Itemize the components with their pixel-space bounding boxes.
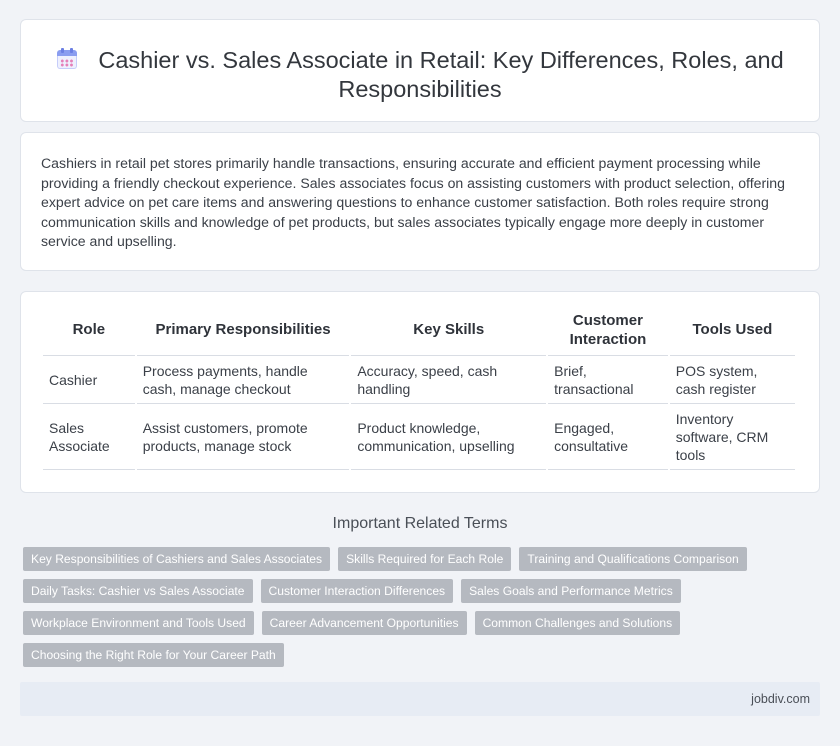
- footer: jobdiv.com: [20, 682, 820, 716]
- table-cell: Product knowledge, communication, upsell…: [351, 404, 547, 470]
- related-term-tag[interactable]: Training and Qualifications Comparison: [519, 547, 747, 571]
- related-term-tag[interactable]: Workplace Environment and Tools Used: [23, 611, 254, 635]
- page-title: Cashier vs. Sales Associate in Retail: K…: [21, 46, 819, 104]
- table-cell: Engaged, consultative: [548, 404, 668, 470]
- table-cell: Sales Associate: [43, 404, 135, 470]
- summary-text: Cashiers in retail pet stores primarily …: [41, 155, 785, 250]
- related-term-tag[interactable]: Customer Interaction Differences: [260, 579, 454, 603]
- related-term-tag[interactable]: Choosing the Right Role for Your Career …: [23, 643, 284, 667]
- related-term-tag[interactable]: Common Challenges and Solutions: [474, 611, 681, 635]
- related-terms-heading: Important Related Terms: [332, 515, 508, 532]
- comparison-table-card: Role Primary Responsibilities Key Skills…: [20, 291, 820, 493]
- related-term-tag[interactable]: Daily Tasks: Cashier vs Sales Associate: [23, 579, 253, 603]
- column-header: Role: [43, 304, 135, 356]
- summary-card: Cashiers in retail pet stores primarily …: [20, 132, 820, 271]
- column-header: Customer Interaction: [548, 304, 668, 356]
- page-title-text: Cashier vs. Sales Associate in Retail: K…: [98, 47, 784, 102]
- table-row: Cashier Process payments, handle cash, m…: [43, 356, 795, 404]
- table-cell: Assist customers, promote products, mana…: [136, 404, 350, 470]
- related-term-tag[interactable]: Skills Required for Each Role: [338, 547, 512, 571]
- comparison-table: Role Primary Responsibilities Key Skills…: [41, 304, 797, 470]
- table-header-row: Role Primary Responsibilities Key Skills…: [43, 304, 795, 356]
- column-header: Primary Responsibilities: [136, 304, 350, 356]
- column-header: Key Skills: [351, 304, 547, 356]
- table-cell: POS system, cash register: [669, 356, 795, 404]
- table-cell: Cashier: [43, 356, 135, 404]
- table-cell: Process payments, handle cash, manage ch…: [136, 356, 350, 404]
- column-header: Tools Used: [669, 304, 795, 356]
- table-cell: Brief, transactional: [548, 356, 668, 404]
- table-row: Sales Associate Assist customers, promot…: [43, 404, 795, 470]
- table-cell: Accuracy, speed, cash handling: [351, 356, 547, 404]
- title-card: Cashier vs. Sales Associate in Retail: K…: [20, 19, 820, 122]
- calendar-icon: [56, 48, 78, 70]
- related-term-tag[interactable]: Sales Goals and Performance Metrics: [461, 579, 681, 603]
- related-term-tag[interactable]: Career Advancement Opportunities: [261, 611, 467, 635]
- footer-site-link[interactable]: jobdiv.com: [751, 692, 810, 706]
- related-terms-list: Key Responsibilities of Cashiers and Sal…: [23, 547, 823, 675]
- table-cell: Inventory software, CRM tools: [669, 404, 795, 470]
- related-term-tag[interactable]: Key Responsibilities of Cashiers and Sal…: [23, 547, 331, 571]
